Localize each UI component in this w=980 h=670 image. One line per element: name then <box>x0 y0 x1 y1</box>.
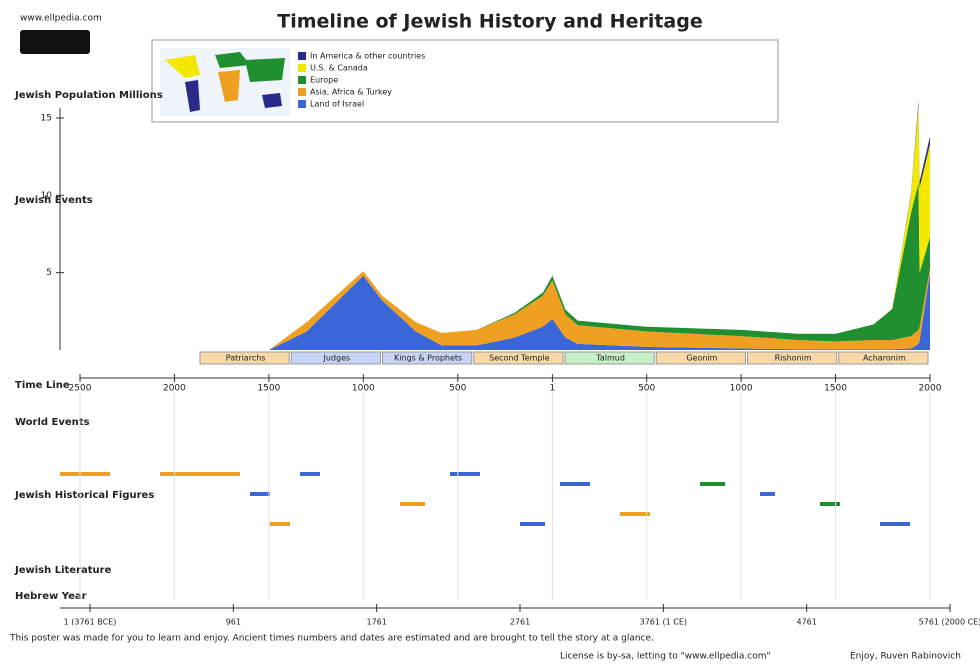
x-tick-label: 1000 <box>730 384 753 394</box>
figure-bars <box>60 472 910 526</box>
legend-swatch <box>298 52 306 60</box>
section-label: Jewish Historical Figures <box>14 490 154 501</box>
hebrew-year-label: 3761 (1 CE) <box>640 618 687 627</box>
period-label: Geonim <box>686 354 717 363</box>
x-tick-label: 1500 <box>257 384 280 394</box>
period-box <box>747 351 838 365</box>
x-tick-label: 2000 <box>163 384 186 394</box>
chart-title: Timeline of Jewish History and Heritage <box>277 11 702 33</box>
period-box <box>838 351 929 365</box>
legend-label: Europe <box>310 76 338 85</box>
period-box <box>473 351 564 365</box>
hebrew-year-label: 5761 (2000 CE) <box>919 618 980 627</box>
period-label: Judges <box>323 354 351 363</box>
footer-license: License is by-sa, letting to "www.ellped… <box>560 652 771 662</box>
hebrew-year-label: 1 (3761 BCE) <box>64 618 117 627</box>
period-label: Second Temple <box>489 354 550 363</box>
y-tick-label: 15 <box>41 114 52 124</box>
hebrew-year-label: 1761 <box>366 618 386 627</box>
world-map <box>160 48 290 116</box>
section-label: Jewish Events <box>14 195 93 206</box>
hebrew-year-label: 961 <box>226 618 241 627</box>
area <box>174 182 930 350</box>
period-label: Patriarchs <box>226 354 266 363</box>
x-tick-label: 1 <box>550 384 556 394</box>
footer-author: Enjoy, Ruven Rabinovich <box>850 652 961 662</box>
hebrew-year-label: 2761 <box>510 618 530 627</box>
legend-swatch <box>298 76 306 84</box>
legend-swatch <box>298 88 306 96</box>
period-box <box>199 351 290 365</box>
y-tick-label: 10 <box>41 191 53 201</box>
x-tick-label: 2500 <box>69 384 92 394</box>
period-label: Kings & Prophets <box>394 354 462 363</box>
x-tick-label: 500 <box>449 384 466 394</box>
period-box <box>382 351 473 365</box>
legend-label: In America & other countries <box>310 52 425 61</box>
period-box <box>564 351 655 365</box>
period-box <box>655 351 746 365</box>
site: www.ellpedia.com <box>20 14 102 24</box>
x-tick-label: 1000 <box>352 384 375 394</box>
legend-label: U.S. & Canada <box>310 64 368 73</box>
footer-note: This poster was made for you to learn an… <box>9 634 654 644</box>
legend-swatch <box>298 100 306 108</box>
badge <box>20 30 90 54</box>
section-label: Hebrew Year <box>15 591 87 602</box>
y-tick-label: 5 <box>46 268 52 278</box>
x-tick-label: 2000 <box>919 384 942 394</box>
period-label: Talmud <box>595 354 625 363</box>
legend-label: Asia, Africa & Turkey <box>310 88 392 97</box>
section-label: World Events <box>15 417 90 428</box>
x-tick-label: 500 <box>638 384 655 394</box>
x-axis-label: Time Line <box>15 380 70 391</box>
section-label: Jewish Literature <box>14 565 112 576</box>
legend-swatch <box>298 64 306 72</box>
area <box>174 272 930 350</box>
area <box>174 268 930 350</box>
hebrew-year-label: 4761 <box>796 618 816 627</box>
period-label: Acharonim <box>863 354 906 363</box>
x-tick-label: 1500 <box>824 384 847 394</box>
legend-label: Land of Israel <box>310 100 364 109</box>
y-axis-label: Jewish Population Millions <box>14 90 163 101</box>
period-label: Rishonim <box>775 354 812 363</box>
period-box <box>290 351 381 365</box>
